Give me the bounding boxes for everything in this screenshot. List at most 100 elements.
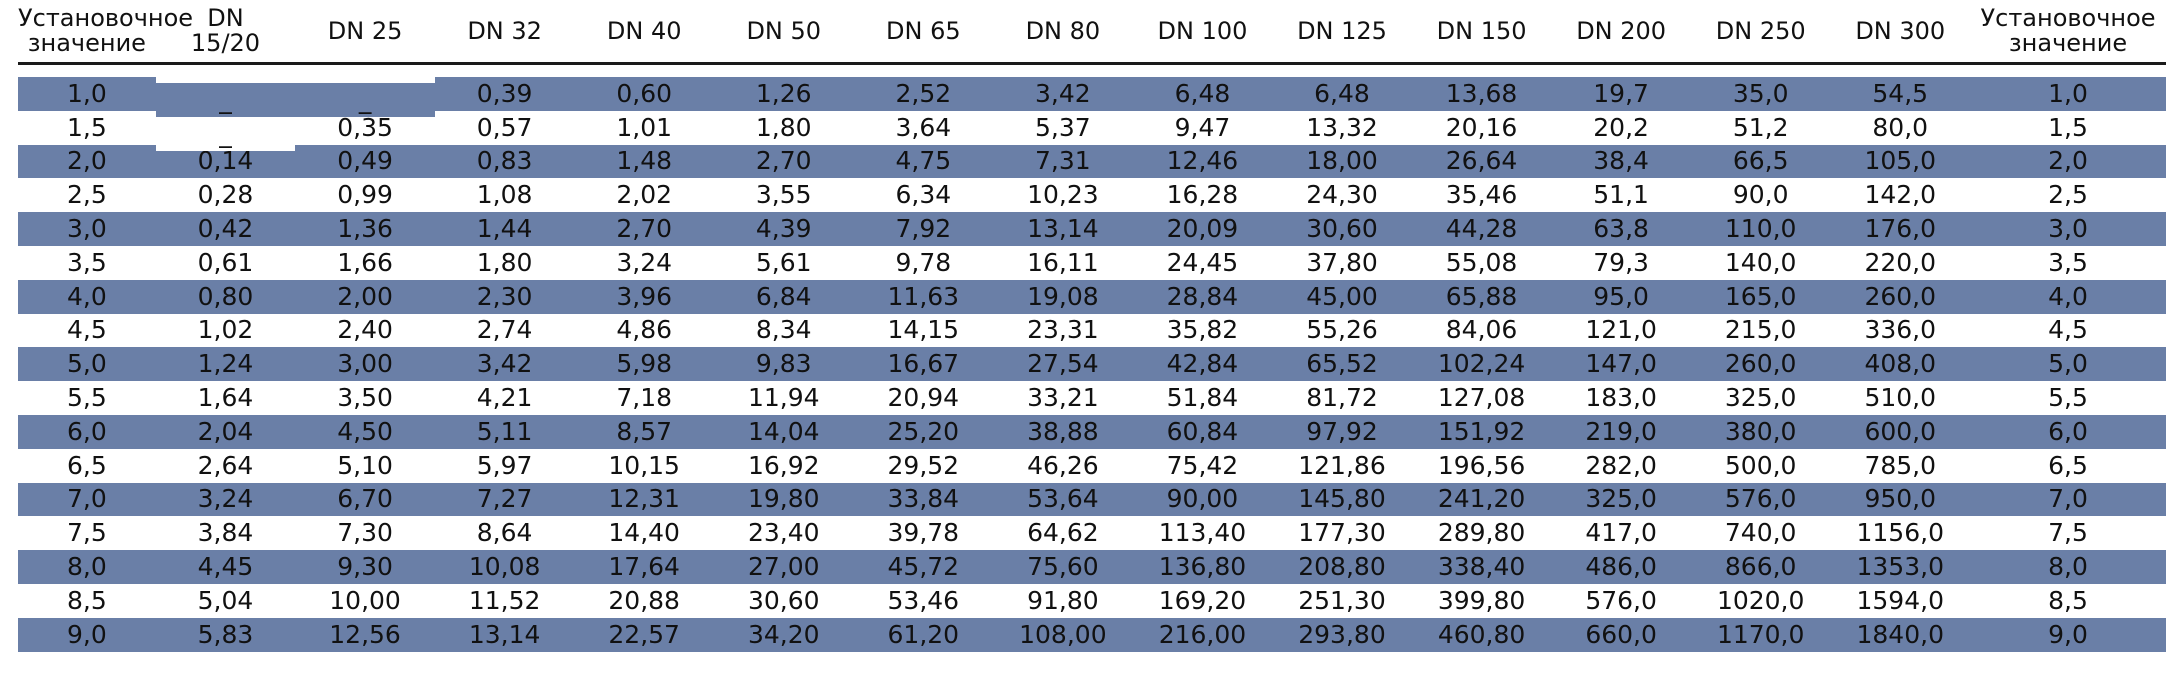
table-cell: 9,47	[1132, 110, 1273, 145]
table-cell: 12,56	[295, 617, 435, 652]
table-cell: 38,4	[1551, 144, 1691, 179]
table-cell: 740,0	[1690, 516, 1831, 551]
table-cell: 2,5	[18, 178, 156, 213]
table-cell: 7,30	[295, 516, 435, 551]
table-row: 5,0 1,24 3,00 3,42 5,98 9,83 16,67 27,54 42,84 65…	[18, 347, 2166, 382]
table-cell: 208,80	[1272, 550, 1412, 584]
column-header: DN 65	[853, 0, 994, 65]
table-cell: 33,84	[853, 482, 994, 517]
table-cell: 151,92	[1411, 414, 1552, 449]
table-cell: 2,02	[574, 178, 714, 213]
table-cell: 4,0	[1970, 279, 2166, 314]
table-cell: 45,00	[1272, 279, 1412, 314]
table-cell: 20,88	[574, 583, 714, 618]
table-cell: 3,96	[574, 279, 714, 314]
table-cell: 80,0	[1830, 110, 1971, 145]
table-cell: 75,42	[1132, 448, 1273, 483]
table-cell: 2,04	[155, 414, 296, 449]
table-cell: 37,80	[1272, 245, 1412, 280]
table-cell: 16,92	[713, 448, 854, 483]
table-cell: 1,0	[18, 77, 156, 111]
table-cell: 0,80	[155, 279, 296, 314]
table-cell: 4,21	[434, 381, 575, 415]
table-cell: 1,02	[155, 313, 296, 348]
table-cell: 102,24	[1411, 347, 1552, 382]
table-cell: 30,60	[713, 583, 854, 618]
table-cell: 486,0	[1551, 550, 1691, 584]
table-cell: 8,34	[713, 313, 854, 348]
table-cell: 121,86	[1272, 448, 1412, 483]
table-cell: 10,00	[295, 583, 435, 618]
table-row: 8,0 4,45 9,30 10,08 17,64 27,00 45,72 75,60 136,…	[18, 550, 2166, 584]
column-header: DN 25	[295, 0, 435, 65]
table-cell: 13,14	[434, 617, 575, 652]
table-cell: 6,84	[713, 279, 854, 314]
table-cell: 165,0	[1690, 279, 1831, 314]
table-cell: 10,08	[434, 550, 575, 584]
table-cell: 142,0	[1830, 178, 1971, 213]
table-cell: 79,3	[1551, 245, 1691, 280]
table-cell: 2,70	[574, 212, 714, 246]
table-cell: 24,30	[1272, 178, 1412, 213]
table-cell: 61,20	[853, 617, 994, 652]
table-cell: 33,21	[993, 381, 1133, 415]
table-row: 3,5 0,61 1,66 1,80 3,24 5,61 9,78 16,11 24,45 37,…	[18, 245, 2166, 280]
table-cell: 13,32	[1272, 110, 1412, 145]
table-cell: 20,16	[1411, 110, 1552, 145]
table-cell: 65,88	[1411, 279, 1552, 314]
table-cell: 408,0	[1830, 347, 1971, 382]
table-row: 2,5 0,28 0,99 1,08 2,02 3,55 6,34 10,23 16,28 24,…	[18, 178, 2166, 213]
column-header-line: DN 80	[1025, 16, 1101, 45]
table-cell: 1840,0	[1830, 617, 1971, 652]
table-cell: 169,20	[1132, 583, 1273, 618]
column-header: DN 150	[1411, 0, 1552, 65]
table-cell: 55,08	[1411, 245, 1552, 280]
table-cell: 0,39	[434, 77, 575, 111]
table-cell: 27,00	[713, 550, 854, 584]
table-body: 1,0 _ _ 0,39 0,60 1,26 2,52 3,42 6,48 6,48 13,68 19…	[18, 77, 2166, 652]
table-cell: 6,70	[295, 482, 435, 517]
table-cell: 2,00	[295, 279, 435, 314]
table-cell: 12,46	[1132, 144, 1273, 179]
table-cell: 219,0	[1551, 414, 1691, 449]
table-cell: 0,57	[434, 110, 575, 145]
table-row: 6,0 2,04 4,50 5,11 8,57 14,04 25,20 38,88 60,84 9…	[18, 414, 2166, 449]
column-header-line: DN 50	[746, 16, 822, 45]
table-cell: 785,0	[1830, 448, 1971, 483]
table-cell: 5,37	[993, 110, 1133, 145]
table-cell: 260,0	[1830, 279, 1971, 314]
setting-values-table-container: Установочное значение DN 15/20 DN 25 DN 32 DN …	[18, 0, 2166, 652]
table-cell: 2,30	[434, 279, 575, 314]
table-cell: 30,60	[1272, 212, 1412, 246]
table-cell: 660,0	[1551, 617, 1691, 652]
table-cell: 19,7	[1551, 77, 1691, 111]
table-cell: 5,10	[295, 448, 435, 483]
table-row: 4,0 0,80 2,00 2,30 3,96 6,84 11,63 19,08 28,84 45…	[18, 279, 2166, 314]
table-cell: 113,40	[1132, 516, 1273, 551]
table-row: 9,0 5,83 12,56 13,14 22,57 34,20 61,20 108,00 21…	[18, 617, 2166, 652]
table-cell: 177,30	[1272, 516, 1412, 551]
table-cell: 7,5	[1970, 516, 2166, 551]
table-cell: 5,0	[18, 347, 156, 382]
table-cell: 3,84	[155, 516, 296, 551]
table-cell: 1,01	[574, 110, 714, 145]
table-cell: 2,74	[434, 313, 575, 348]
table-cell: 600,0	[1830, 414, 1971, 449]
table-cell: 1,0	[1970, 77, 2166, 111]
column-header: Установочное значение	[18, 0, 193, 65]
table-cell: 0,42	[155, 212, 296, 246]
table-cell: 11,63	[853, 279, 994, 314]
table-cell: 19,08	[993, 279, 1133, 314]
column-header-line: 15/20	[190, 29, 261, 57]
table-cell: 6,0	[1970, 414, 2166, 449]
table-cell: 25,20	[853, 414, 994, 449]
table-cell: 8,57	[574, 414, 714, 449]
table-cell: 2,70	[713, 144, 854, 179]
table-cell: 16,11	[993, 245, 1133, 280]
table-cell: 54,5	[1830, 77, 1971, 111]
table-cell: 2,64	[155, 448, 296, 483]
table-cell: 24,45	[1132, 245, 1273, 280]
table-cell: 6,5	[18, 448, 156, 483]
column-header-line: значение	[27, 29, 146, 57]
table-cell: 1594,0	[1830, 583, 1971, 618]
